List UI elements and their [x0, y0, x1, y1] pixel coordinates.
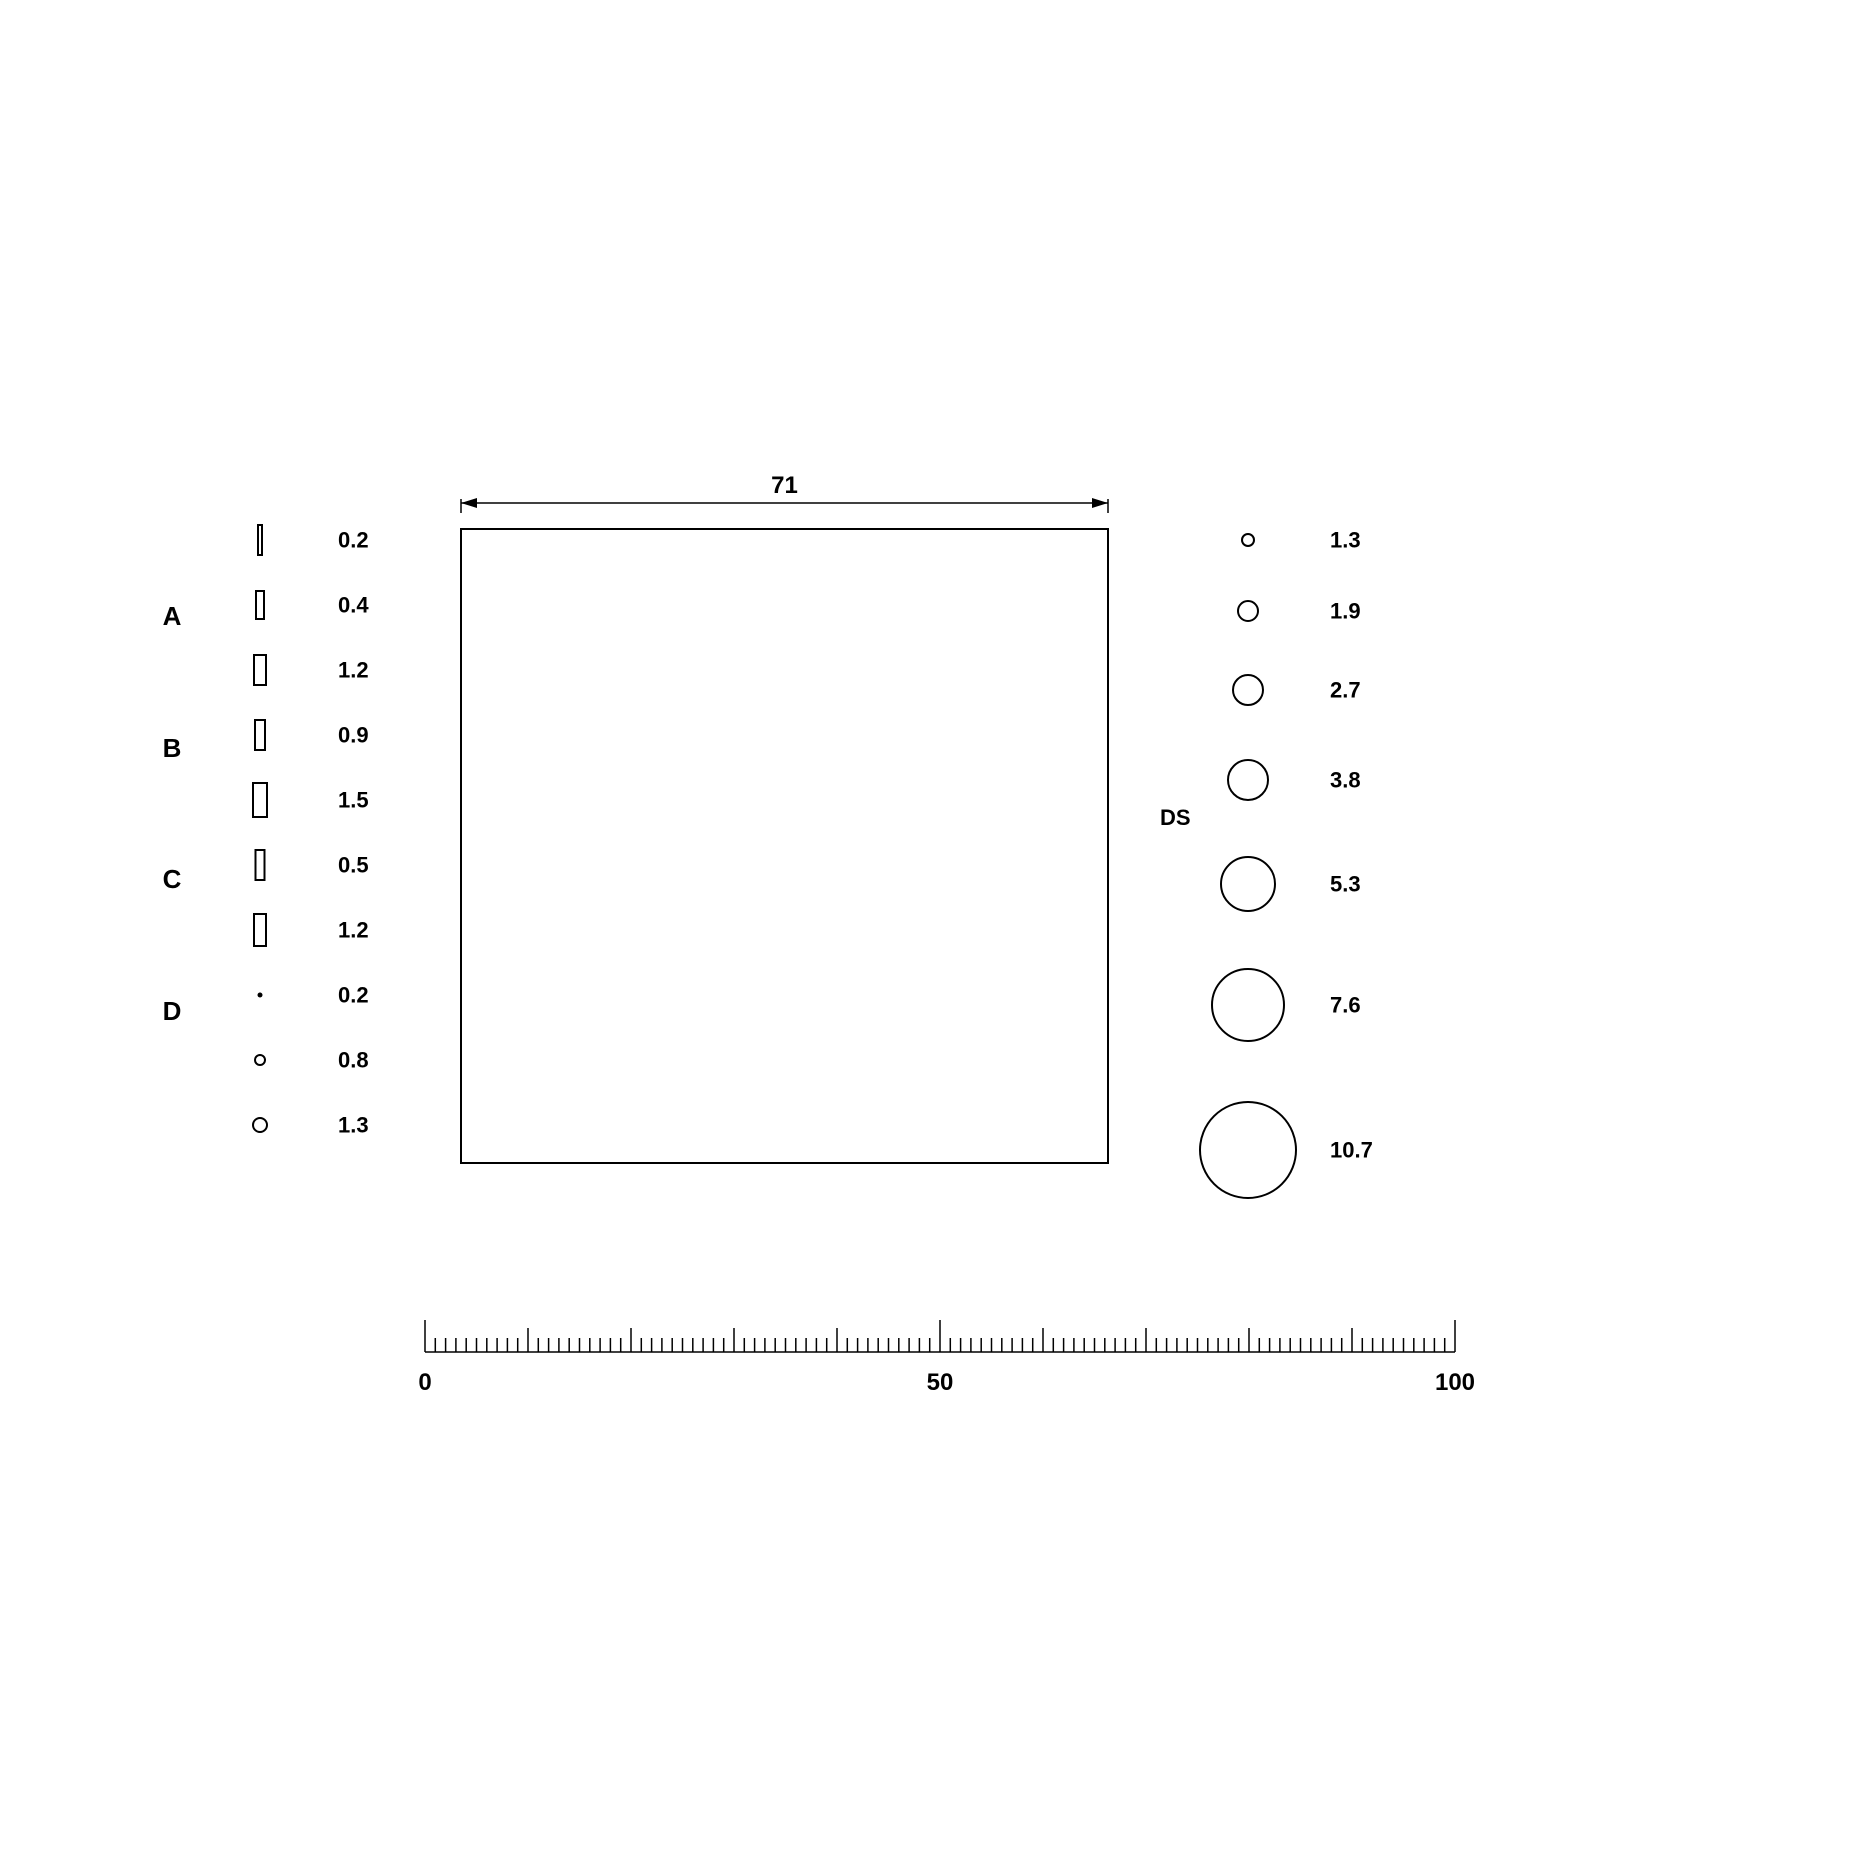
dim-arrow-left [461, 498, 477, 508]
left-legend-value: 0.2 [338, 983, 369, 1008]
left-legend-value: 0.4 [338, 593, 369, 618]
left-legend-value: 0.5 [338, 853, 369, 878]
right-legend-value: 5.3 [1330, 872, 1361, 897]
right-legend-value: 10.7 [1330, 1138, 1373, 1163]
left-legend-rect [258, 525, 262, 555]
ruler-label: 0 [418, 1369, 431, 1396]
left-legend-rect [254, 655, 266, 685]
right-legend-value: 7.6 [1330, 993, 1361, 1018]
center-square [461, 529, 1108, 1163]
left-legend-rect [253, 783, 267, 817]
right-legend-circle [1221, 857, 1275, 911]
left-legend-value: 1.2 [338, 918, 369, 943]
left-legend-rect [254, 914, 266, 946]
left-legend-circle [253, 1118, 267, 1132]
right-legend-circle [1212, 969, 1284, 1041]
diagram-svg: 71 A B C D 0.2 0.4 1.2 0.9 1.5 0.5 1.2 0.2 0.8 1.3 DS 1.… [0, 0, 1860, 1860]
left-legend-rect [256, 591, 264, 619]
right-legend-title: DS [1160, 805, 1191, 830]
left-legend-value: 1.3 [338, 1113, 369, 1138]
left-legend-value: 0.2 [338, 528, 369, 553]
right-legend-value: 1.9 [1330, 599, 1361, 624]
right-legend-circle [1233, 675, 1263, 705]
left-group-label: D [163, 996, 182, 1026]
right-legend-circle [1238, 601, 1258, 621]
left-legend-dot [258, 993, 263, 998]
right-legend-circle [1200, 1102, 1296, 1198]
ruler-label: 100 [1435, 1369, 1475, 1396]
ruler-label: 50 [927, 1369, 954, 1396]
right-legend-value: 1.3 [1330, 528, 1361, 553]
left-legend-value: 1.2 [338, 658, 369, 683]
right-legend-circle [1242, 534, 1254, 546]
left-legend-value: 0.9 [338, 723, 369, 748]
dim-arrow-right [1092, 498, 1108, 508]
right-legend-value: 3.8 [1330, 768, 1361, 793]
left-group-label: B [163, 733, 182, 763]
right-legend-circle [1228, 760, 1268, 800]
left-group-label: C [163, 864, 182, 894]
left-legend-value: 0.8 [338, 1048, 369, 1073]
left-legend-rect [255, 720, 265, 750]
dim-label: 71 [771, 472, 798, 499]
left-legend-value: 1.5 [338, 788, 369, 813]
left-group-label: A [163, 601, 182, 631]
left-legend-circle [255, 1055, 265, 1065]
right-legend-value: 2.7 [1330, 678, 1361, 703]
left-legend-rect [256, 850, 265, 880]
